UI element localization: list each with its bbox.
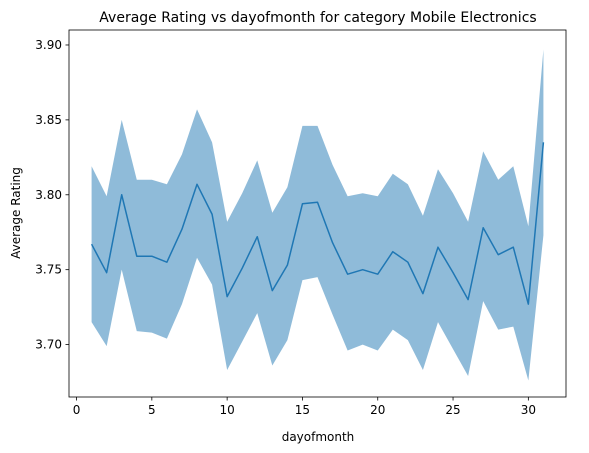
data-point — [150, 255, 153, 258]
data-point — [421, 292, 424, 295]
y-axis: 3.70 3.75 3.80 3.85 3.90 — [35, 38, 69, 352]
x-axis: 0 5 10 15 20 25 30 — [73, 397, 536, 417]
x-tick-label: 5 — [148, 403, 156, 417]
data-point — [301, 202, 304, 205]
data-point — [497, 253, 500, 256]
y-tick-label: 3.75 — [35, 263, 62, 277]
data-point — [180, 228, 183, 231]
confidence-band — [91, 49, 544, 381]
x-tick-label: 10 — [219, 403, 234, 417]
data-point — [406, 261, 409, 264]
data-point — [331, 241, 334, 244]
data-point — [90, 243, 93, 246]
data-point — [436, 246, 439, 249]
data-point — [527, 303, 530, 306]
y-axis-label: Average Rating — [9, 167, 23, 259]
data-point — [271, 289, 274, 292]
data-point — [135, 255, 138, 258]
x-tick-label: 15 — [295, 403, 310, 417]
chart-title: Average Rating vs dayofmonth for categor… — [99, 10, 536, 26]
plot-frame — [68, 29, 567, 398]
data-point — [361, 268, 364, 271]
data-point — [241, 267, 244, 270]
data-point — [482, 226, 485, 229]
x-axis-label: dayofmonth — [282, 430, 355, 444]
data-point — [467, 298, 470, 301]
data-point — [105, 271, 108, 274]
data-point — [120, 193, 123, 196]
x-tick-label: 30 — [521, 403, 536, 417]
y-tick-label: 3.90 — [35, 38, 62, 52]
data-point — [346, 273, 349, 276]
y-tick-label: 3.70 — [35, 338, 62, 352]
data-point — [512, 246, 515, 249]
data-point — [316, 201, 319, 204]
data-point — [376, 273, 379, 276]
data-point — [452, 271, 455, 274]
data-point — [286, 264, 289, 267]
data-point — [226, 295, 229, 298]
y-tick-label: 3.85 — [35, 113, 62, 127]
x-tick-label: 25 — [445, 403, 460, 417]
series-line — [90, 142, 545, 305]
x-tick-label: 20 — [370, 403, 385, 417]
data-point — [165, 261, 168, 264]
data-point — [256, 235, 259, 238]
y-tick-label: 3.80 — [35, 188, 62, 202]
x-tick-label: 0 — [73, 403, 81, 417]
data-point — [391, 250, 394, 253]
plot-area — [90, 49, 545, 381]
data-point — [211, 213, 214, 216]
data-point — [196, 183, 199, 186]
data-point — [542, 141, 545, 144]
